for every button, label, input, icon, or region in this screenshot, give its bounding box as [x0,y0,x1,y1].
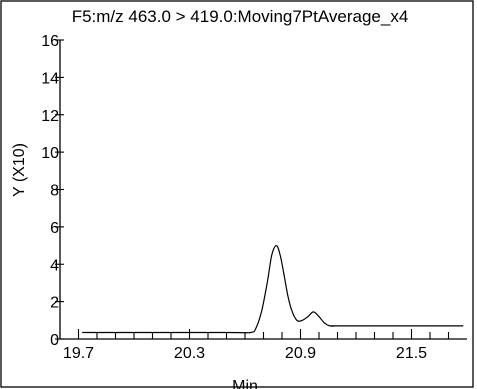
chart-title: F5:m/z 463.0 > 419.0:Moving7PtAverage_x4 [72,7,409,26]
series-layer [82,245,464,334]
y-ticks: 0 2 4 6 8 10 12 14 16 [41,33,64,349]
x-ticks: 19.7 20.3 20.9 21.5 [63,329,450,362]
x-tick-label: 21.5 [396,345,427,362]
x-tick-label: 20.3 [174,345,205,362]
y-tick-label: 14 [41,70,59,87]
chromatogram-trace [82,245,464,334]
y-tick-label: 0 [50,332,59,349]
y-tick-label: 16 [41,33,59,50]
y-axis-label: Y (X10) [11,143,28,197]
x-axis-label: Min [232,378,258,389]
y-tick-label: 6 [50,220,59,237]
y-tick-label: 2 [50,295,59,312]
y-tick-label: 10 [41,145,59,162]
y-tick-label: 12 [41,108,59,125]
y-tick-label: 8 [50,183,59,200]
x-tick-label: 19.7 [63,345,94,362]
x-tick-label: 20.9 [285,345,316,362]
y-tick-label: 4 [50,257,59,274]
